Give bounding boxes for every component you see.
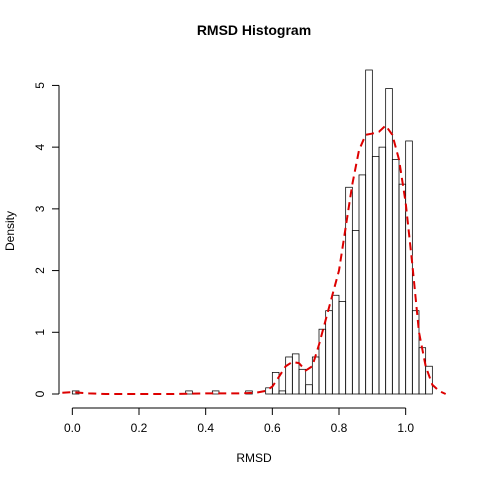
x-axis-label: RMSD [236,451,272,465]
density-curve-layer [62,124,447,395]
y-tick-label: 0 [33,390,47,397]
histogram-bar [378,146,387,395]
histogram-bar [311,356,320,395]
histogram-bar [305,384,313,395]
y-tick-label: 5 [33,82,47,89]
chart-title: RMSD Histogram [197,22,311,38]
histogram-bar [365,69,373,395]
histogram-bar [325,310,333,395]
x-tick-label: 0.2 [131,421,148,435]
histogram-bar [425,365,433,395]
histogram-bar [265,387,273,395]
histogram-bar [285,356,293,395]
histogram-bar [418,347,427,395]
histogram-bar [398,183,407,395]
x-axis: 0.0 0.2 0.4 0.6 0.8 1.0 [64,407,414,435]
histogram-bar [391,159,400,395]
histogram-bar [358,174,367,395]
histogram-bar [351,230,360,395]
y-tick-label: 3 [33,205,47,212]
y-axis: 0 1 2 3 4 5 [33,82,60,397]
histogram-bars [71,69,433,395]
x-tick-label: 0.4 [197,421,214,435]
y-tick-label: 1 [33,329,47,336]
histogram-bar [338,301,347,395]
histogram-bar [318,328,327,395]
x-tick-label: 0.8 [331,421,348,435]
x-tick-label: 0.0 [64,421,81,435]
histogram-bar [371,156,380,395]
histogram-bar [291,353,300,395]
y-tick-label: 2 [33,267,47,274]
x-tick-label: 1.0 [397,421,414,435]
y-tick-label: 4 [33,143,47,150]
y-axis-label: Density [3,211,17,251]
histogram-bar [278,390,287,395]
x-tick-label: 0.6 [264,421,281,435]
histogram-bar [331,294,340,395]
histogram-bar [271,372,280,395]
histogram-bar [405,140,413,395]
histogram-bar [298,368,307,395]
histogram-bar [185,390,193,395]
histogram-bar [211,390,220,395]
density-curve [62,124,447,395]
